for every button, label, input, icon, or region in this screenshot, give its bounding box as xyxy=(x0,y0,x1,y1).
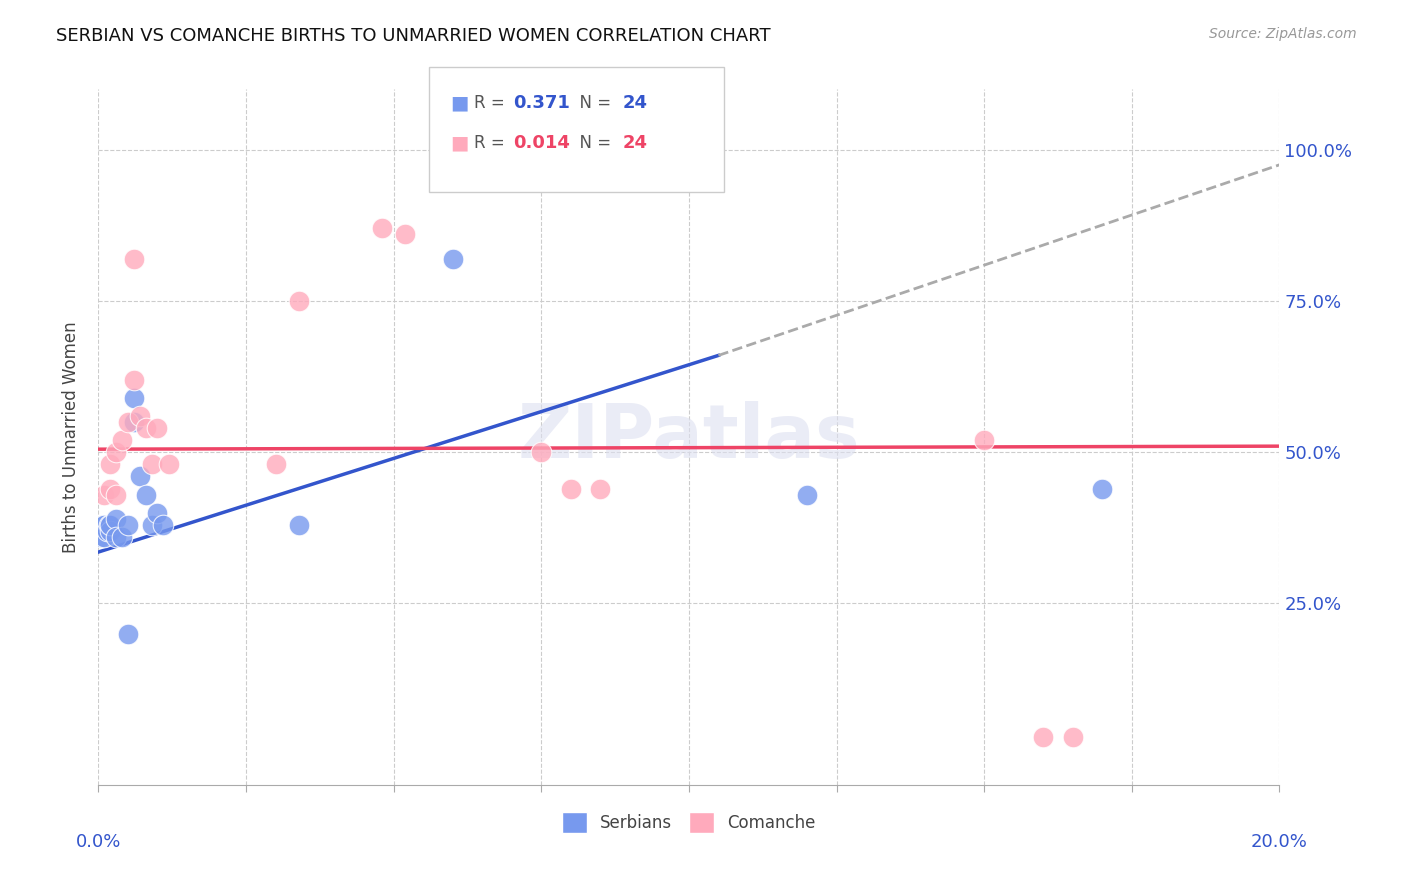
Serbians xyxy=(105,512,128,526)
Comanche xyxy=(157,458,180,472)
Serbians xyxy=(122,391,145,405)
Comanche xyxy=(98,482,121,496)
Serbians xyxy=(98,517,121,532)
Serbians xyxy=(93,517,115,532)
Serbians xyxy=(117,517,139,532)
Serbians xyxy=(441,252,464,266)
Text: 20.0%: 20.0% xyxy=(1251,833,1308,851)
Serbians xyxy=(152,517,174,532)
Serbians xyxy=(135,487,157,501)
Serbians xyxy=(90,530,112,544)
Comanche xyxy=(264,458,287,472)
Serbians xyxy=(96,524,118,538)
Comanche xyxy=(288,293,311,308)
Text: N =: N = xyxy=(569,94,617,112)
Serbians xyxy=(288,517,311,532)
Legend: Serbians, Comanche: Serbians, Comanche xyxy=(555,805,823,839)
Comanche xyxy=(973,433,995,447)
Serbians xyxy=(98,517,121,532)
Text: ■: ■ xyxy=(450,93,468,112)
Serbians xyxy=(91,517,114,532)
Serbians xyxy=(122,415,145,429)
Serbians xyxy=(146,506,169,520)
Comanche xyxy=(371,221,394,235)
Text: N =: N = xyxy=(569,134,617,152)
Serbians xyxy=(117,626,139,640)
Serbians xyxy=(111,530,134,544)
Text: R =: R = xyxy=(474,134,510,152)
Text: 24: 24 xyxy=(623,94,648,112)
Comanche xyxy=(105,445,128,459)
Comanche xyxy=(135,421,157,435)
Comanche xyxy=(530,445,553,459)
Serbians xyxy=(1091,482,1114,496)
Text: Source: ZipAtlas.com: Source: ZipAtlas.com xyxy=(1209,27,1357,41)
Comanche xyxy=(117,415,139,429)
Serbians xyxy=(105,530,128,544)
Comanche xyxy=(93,487,115,501)
Text: R =: R = xyxy=(474,94,510,112)
Serbians xyxy=(796,487,818,501)
Text: 0.371: 0.371 xyxy=(513,94,569,112)
Text: 0.014: 0.014 xyxy=(513,134,569,152)
Text: ■: ■ xyxy=(450,133,468,153)
Serbians xyxy=(141,517,163,532)
Comanche xyxy=(560,482,582,496)
Text: 24: 24 xyxy=(623,134,648,152)
Comanche xyxy=(146,421,169,435)
Comanche xyxy=(394,227,416,242)
Comanche xyxy=(111,433,134,447)
Serbians xyxy=(98,524,121,538)
Comanche xyxy=(589,482,612,496)
Text: SERBIAN VS COMANCHE BIRTHS TO UNMARRIED WOMEN CORRELATION CHART: SERBIAN VS COMANCHE BIRTHS TO UNMARRIED … xyxy=(56,27,770,45)
Comanche xyxy=(122,373,145,387)
Comanche xyxy=(128,409,150,423)
Comanche xyxy=(1062,730,1084,744)
Comanche xyxy=(105,487,128,501)
Comanche xyxy=(141,458,163,472)
Text: 0.0%: 0.0% xyxy=(76,833,121,851)
Serbians xyxy=(128,469,150,483)
Serbians xyxy=(93,530,115,544)
Comanche xyxy=(1032,730,1054,744)
Comanche xyxy=(122,252,145,266)
Y-axis label: Births to Unmarried Women: Births to Unmarried Women xyxy=(62,321,80,553)
Comanche xyxy=(98,458,121,472)
Text: ZIPatlas: ZIPatlas xyxy=(517,401,860,474)
